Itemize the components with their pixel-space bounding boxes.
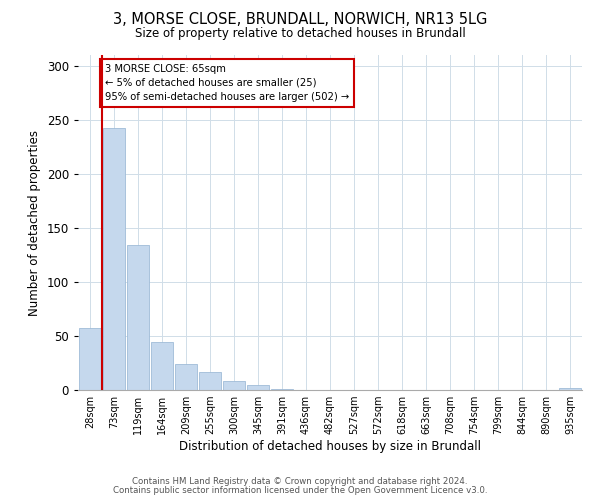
Bar [247,384,269,390]
X-axis label: Distribution of detached houses by size in Brundall: Distribution of detached houses by size … [179,440,481,453]
Bar [79,328,101,390]
Bar [127,245,149,390]
Bar [271,389,293,390]
Bar [559,388,581,390]
Bar [103,128,125,390]
Text: Contains HM Land Registry data © Crown copyright and database right 2024.: Contains HM Land Registry data © Crown c… [132,477,468,486]
Text: Size of property relative to detached houses in Brundall: Size of property relative to detached ho… [134,28,466,40]
Text: Contains public sector information licensed under the Open Government Licence v3: Contains public sector information licen… [113,486,487,495]
Bar [199,372,221,390]
Bar [223,382,245,390]
Bar [175,364,197,390]
Bar [151,342,173,390]
Text: 3 MORSE CLOSE: 65sqm
← 5% of detached houses are smaller (25)
95% of semi-detach: 3 MORSE CLOSE: 65sqm ← 5% of detached ho… [105,64,349,102]
Text: 3, MORSE CLOSE, BRUNDALL, NORWICH, NR13 5LG: 3, MORSE CLOSE, BRUNDALL, NORWICH, NR13 … [113,12,487,28]
Y-axis label: Number of detached properties: Number of detached properties [28,130,41,316]
